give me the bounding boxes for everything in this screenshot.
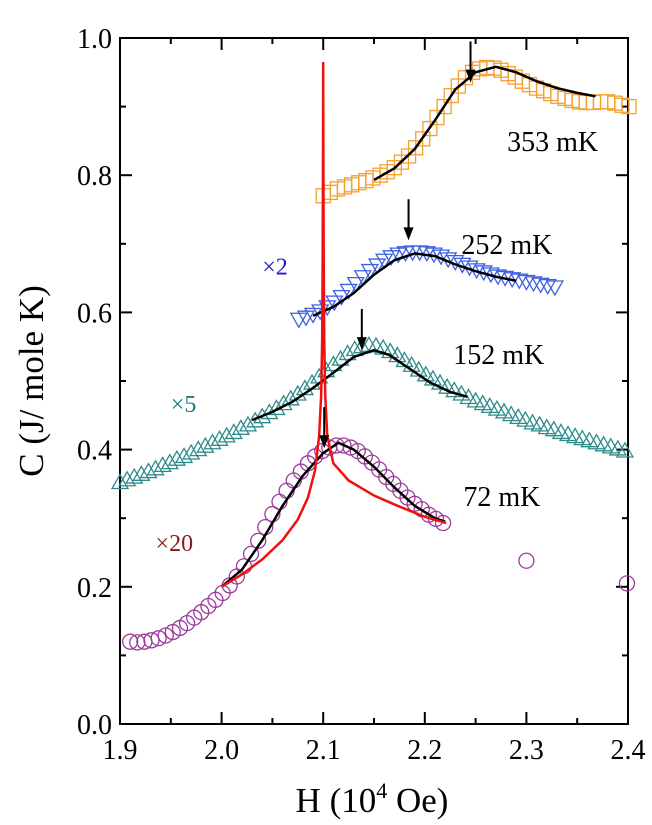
data-point bbox=[181, 443, 201, 460]
data-point bbox=[139, 462, 158, 479]
peak-arrowhead bbox=[465, 69, 476, 83]
data-point bbox=[224, 423, 243, 440]
y-axis-label: C (J/ mole K) bbox=[12, 285, 51, 477]
temperature-label: 353 mK bbox=[507, 127, 598, 158]
data-point bbox=[122, 633, 139, 650]
y-tick-label: 0.8 bbox=[77, 161, 112, 192]
data-point bbox=[430, 373, 450, 390]
data-point bbox=[375, 253, 394, 270]
x-tick-label: 2.1 bbox=[306, 735, 341, 766]
fit-line bbox=[373, 65, 596, 182]
data-point bbox=[146, 459, 165, 476]
x-axis-label-exponent: 4 bbox=[376, 778, 387, 803]
x-tick-label: 2.2 bbox=[407, 735, 442, 766]
y-tick-label: 0.2 bbox=[77, 573, 112, 604]
data-point bbox=[538, 278, 557, 295]
data-point bbox=[274, 394, 293, 411]
data-point bbox=[157, 627, 174, 644]
peak-arrowhead bbox=[403, 227, 414, 241]
annotations: 353 mK 252 mK ×2 152 mK ×5 72 mK ×20 bbox=[156, 41, 598, 557]
x-tick-label: 2.4 bbox=[611, 735, 646, 766]
data-point bbox=[246, 411, 265, 428]
data-point bbox=[189, 440, 208, 457]
data-point bbox=[615, 441, 635, 458]
data-point bbox=[150, 630, 167, 647]
multiplier-label: ×5 bbox=[171, 392, 197, 418]
data-point bbox=[445, 381, 464, 398]
data-point bbox=[125, 467, 144, 484]
data-point bbox=[196, 436, 215, 453]
data-point bbox=[160, 453, 179, 470]
data-point bbox=[352, 337, 371, 354]
data-point bbox=[621, 98, 637, 115]
data-point bbox=[360, 263, 380, 280]
x-axis-label-unit: Oe) bbox=[387, 781, 448, 820]
x-tick-label: 2.0 bbox=[204, 735, 239, 766]
data-point bbox=[339, 283, 358, 300]
data-point bbox=[346, 276, 365, 293]
data-point bbox=[517, 274, 536, 291]
data-point bbox=[210, 429, 229, 446]
y-tick-label: 0.4 bbox=[77, 436, 112, 467]
data-point bbox=[242, 545, 260, 563]
data-point bbox=[250, 532, 267, 549]
fit-line bbox=[251, 348, 468, 422]
y-tick-label: 1.0 bbox=[77, 24, 112, 55]
data-point bbox=[132, 464, 151, 481]
y-tick-label: 0.6 bbox=[77, 298, 112, 329]
x-tick-label: 1.9 bbox=[103, 735, 138, 766]
x-axis-label: H (104 Oe) bbox=[296, 778, 449, 820]
data-point bbox=[174, 447, 194, 464]
x-tick-label: 2.3 bbox=[509, 735, 544, 766]
fit-lines bbox=[220, 62, 596, 588]
axes: 1.9 2.0 2.1 2.2 2.3 2.4 0.0 0.2 0.4 0.6 0.8 1.0 bbox=[77, 24, 646, 766]
data-point bbox=[324, 355, 343, 372]
multiplier-label: ×20 bbox=[156, 531, 194, 557]
data-point bbox=[518, 552, 535, 569]
data-point bbox=[167, 449, 187, 466]
data-point bbox=[381, 342, 400, 359]
multiplier-label: ×2 bbox=[262, 255, 288, 281]
data-point bbox=[531, 277, 550, 294]
data-point bbox=[117, 470, 137, 487]
data-point bbox=[110, 473, 130, 490]
data-point bbox=[434, 514, 452, 532]
temperature-label: 152 mK bbox=[453, 340, 544, 371]
data-point bbox=[153, 456, 172, 473]
data-point bbox=[353, 270, 372, 287]
data-point bbox=[367, 258, 387, 275]
fit-line bbox=[220, 441, 446, 588]
red-curve bbox=[220, 62, 447, 588]
data-point bbox=[238, 415, 258, 432]
data-point bbox=[524, 276, 543, 293]
data-point bbox=[231, 419, 251, 435]
data-point bbox=[143, 632, 160, 649]
data-point bbox=[203, 433, 222, 450]
data-point bbox=[338, 344, 357, 361]
data-point bbox=[545, 280, 564, 297]
data-point bbox=[303, 307, 323, 324]
peak-arrowhead bbox=[356, 337, 367, 351]
temperature-label: 72 mK bbox=[463, 482, 540, 513]
data-point bbox=[342, 439, 359, 456]
fit-line bbox=[312, 252, 517, 317]
peak-arrowhead bbox=[319, 435, 330, 449]
data-point bbox=[288, 384, 307, 401]
data-point bbox=[217, 426, 236, 443]
data-point bbox=[281, 389, 300, 406]
y-tick-label: 0.0 bbox=[77, 710, 112, 741]
data-point bbox=[289, 312, 308, 329]
data-point bbox=[618, 575, 636, 592]
data-point bbox=[438, 377, 457, 394]
temperature-label: 252 mK bbox=[461, 230, 552, 261]
data-point bbox=[331, 349, 350, 366]
x-axis-label-main: H (10 bbox=[296, 781, 377, 820]
